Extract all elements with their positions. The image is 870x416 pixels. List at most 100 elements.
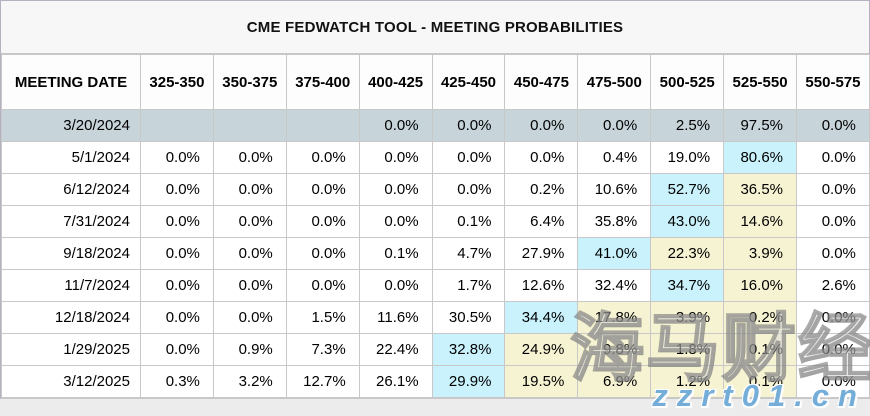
probability-cell: 19.5% xyxy=(504,365,579,398)
probability-cell: 9.8% xyxy=(577,333,652,366)
probability-cell: 0.1% xyxy=(723,333,798,366)
probability-cell: 0.0% xyxy=(285,269,360,302)
probability-cell: 0.0% xyxy=(285,141,360,174)
meeting-date-cell: 6/12/2024 xyxy=(1,173,141,206)
probability-cell: 0.0% xyxy=(140,269,214,302)
probability-cell: 36.5% xyxy=(723,173,798,206)
meeting-date-cell: 12/18/2024 xyxy=(1,301,141,334)
table-row[interactable]: 1/29/2025 0.0% 0.9% 7.3% 22.4% 32.8% 24.9% 9.8%… xyxy=(1,333,870,366)
column-header-rate-range: 525-550 xyxy=(723,54,798,110)
probability-cell: 0.0% xyxy=(796,205,870,238)
table-row[interactable]: 5/1/2024 0.0% 0.0% 0.0% 0.0% 0.0% 0.0% 0.4% 19.0… xyxy=(1,141,870,174)
probability-cell: 0.0% xyxy=(796,173,870,206)
probability-cell: 1.7% xyxy=(431,269,506,302)
column-header-rate-range: 350-375 xyxy=(212,54,287,110)
probability-cell: 0.0% xyxy=(796,141,870,174)
meeting-date-cell: 3/12/2025 xyxy=(1,365,141,398)
probability-cell: 1.8% xyxy=(650,333,725,366)
probability-cell: 4.7% xyxy=(431,237,506,270)
table-header-row: MEETING DATE 325-350 350-375 375-400 400-425… xyxy=(1,54,870,110)
column-header-rate-range: 375-400 xyxy=(285,54,360,110)
table-row[interactable]: 11/7/2024 0.0% 0.0% 0.0% 0.0% 1.7% 12.6% 32.4% 3… xyxy=(1,269,870,302)
probability-cell: 12.6% xyxy=(504,269,579,302)
probability-cell: 19.0% xyxy=(650,141,725,174)
probability-cell: 22.3% xyxy=(650,237,725,270)
probability-cell: 24.9% xyxy=(504,333,579,366)
table-row[interactable]: 6/12/2024 0.0% 0.0% 0.0% 0.0% 0.0% 0.2% 10.6% 52… xyxy=(1,173,870,206)
probability-cell: 0.0% xyxy=(358,173,433,206)
meeting-date-cell: 5/1/2024 xyxy=(1,141,141,174)
probability-cell: 0.0% xyxy=(212,173,287,206)
table-body: 3/20/2024 0.0% 0.0% 0.0% 0.0% 2.5% 97.5% 0.0% 5/… xyxy=(1,109,870,398)
column-header-rate-range: 425-450 xyxy=(431,54,506,110)
probability-cell: 0.3% xyxy=(140,365,214,398)
probability-cell: 0.9% xyxy=(212,333,287,366)
probability-cell: 3.9% xyxy=(723,237,798,270)
probability-cell: 80.6% xyxy=(723,141,798,174)
probability-cell: 0.2% xyxy=(504,173,579,206)
meeting-date-cell: 7/31/2024 xyxy=(1,205,141,238)
meeting-date-cell: 1/29/2025 xyxy=(1,333,141,366)
probability-cell: 0.0% xyxy=(504,141,579,174)
probability-cell: 32.4% xyxy=(577,269,652,302)
probability-cell: 1.5% xyxy=(285,301,360,334)
probability-cell: 0.0% xyxy=(431,173,506,206)
probability-cell: 0.0% xyxy=(796,333,870,366)
table-row[interactable]: 3/12/2025 0.3% 3.2% 12.7% 26.1% 29.9% 19.5% 6.9… xyxy=(1,365,870,398)
probability-cell: 2.5% xyxy=(650,109,725,142)
table-header: MEETING DATE 325-350 350-375 375-400 400-425… xyxy=(1,54,870,110)
probability-cell: 0.0% xyxy=(285,237,360,270)
column-header-rate-range: 450-475 xyxy=(504,54,579,110)
table-row[interactable]: 3/20/2024 0.0% 0.0% 0.0% 0.0% 2.5% 97.5% 0.0% xyxy=(1,109,870,142)
probability-cell: 3.2% xyxy=(212,365,287,398)
probability-cell: 0.0% xyxy=(577,109,652,142)
probability-cell: 0.0% xyxy=(285,173,360,206)
probability-cell: 0.0% xyxy=(212,141,287,174)
table-row[interactable]: 9/18/2024 0.0% 0.0% 0.0% 0.1% 4.7% 27.9% 41.0% 2… xyxy=(1,237,870,270)
probability-cell: 14.6% xyxy=(723,205,798,238)
probability-cell: 0.0% xyxy=(796,301,870,334)
probability-cell: 17.8% xyxy=(577,301,652,334)
probability-cell: 0.0% xyxy=(140,237,214,270)
probability-cell: 30.5% xyxy=(431,301,506,334)
probability-cell: 34.4% xyxy=(504,301,579,334)
table-row[interactable]: 12/18/2024 0.0% 0.0% 1.5% 11.6% 30.5% 34.4% 17.… xyxy=(1,301,870,334)
probability-cell: 2.6% xyxy=(796,269,870,302)
column-header-rate-range: 500-525 xyxy=(650,54,725,110)
probability-cell: 0.0% xyxy=(140,141,214,174)
probability-cell xyxy=(212,109,287,142)
probability-cell: 11.6% xyxy=(358,301,433,334)
table-row[interactable]: 7/31/2024 0.0% 0.0% 0.0% 0.0% 0.1% 6.4% 35.8% 43… xyxy=(1,205,870,238)
probability-cell: 6.4% xyxy=(504,205,579,238)
meeting-probabilities-table: MEETING DATE 325-350 350-375 375-400 400-425… xyxy=(1,54,870,398)
probability-cell: 0.0% xyxy=(140,205,214,238)
column-header-rate-range: 550-575 xyxy=(796,54,870,110)
probability-cell: 22.4% xyxy=(358,333,433,366)
probability-cell: 0.0% xyxy=(358,205,433,238)
probability-cell: 0.0% xyxy=(212,269,287,302)
probability-cell: 97.5% xyxy=(723,109,798,142)
probability-cell: 32.8% xyxy=(431,333,506,366)
probability-cell: 0.0% xyxy=(140,301,214,334)
probability-cell: 26.1% xyxy=(358,365,433,398)
probability-cell: 0.0% xyxy=(358,269,433,302)
probability-cell: 0.4% xyxy=(577,141,652,174)
column-header-meeting-date: MEETING DATE xyxy=(1,54,141,110)
probability-cell: 34.7% xyxy=(650,269,725,302)
probability-cell: 29.9% xyxy=(431,365,506,398)
probability-cell: 0.1% xyxy=(723,365,798,398)
column-header-rate-range: 400-425 xyxy=(358,54,433,110)
probability-cell: 0.0% xyxy=(285,205,360,238)
probability-cell: 0.0% xyxy=(140,173,214,206)
probability-cell xyxy=(140,109,214,142)
probability-cell: 43.0% xyxy=(650,205,725,238)
probability-cell xyxy=(285,109,360,142)
probability-cell: 10.6% xyxy=(577,173,652,206)
probability-cell: 52.7% xyxy=(650,173,725,206)
meeting-date-cell: 11/7/2024 xyxy=(1,269,141,302)
probability-cell: 0.1% xyxy=(431,205,506,238)
probability-cell: 0.0% xyxy=(504,109,579,142)
probability-cell: 0.0% xyxy=(212,237,287,270)
probability-cell: 1.2% xyxy=(650,365,725,398)
